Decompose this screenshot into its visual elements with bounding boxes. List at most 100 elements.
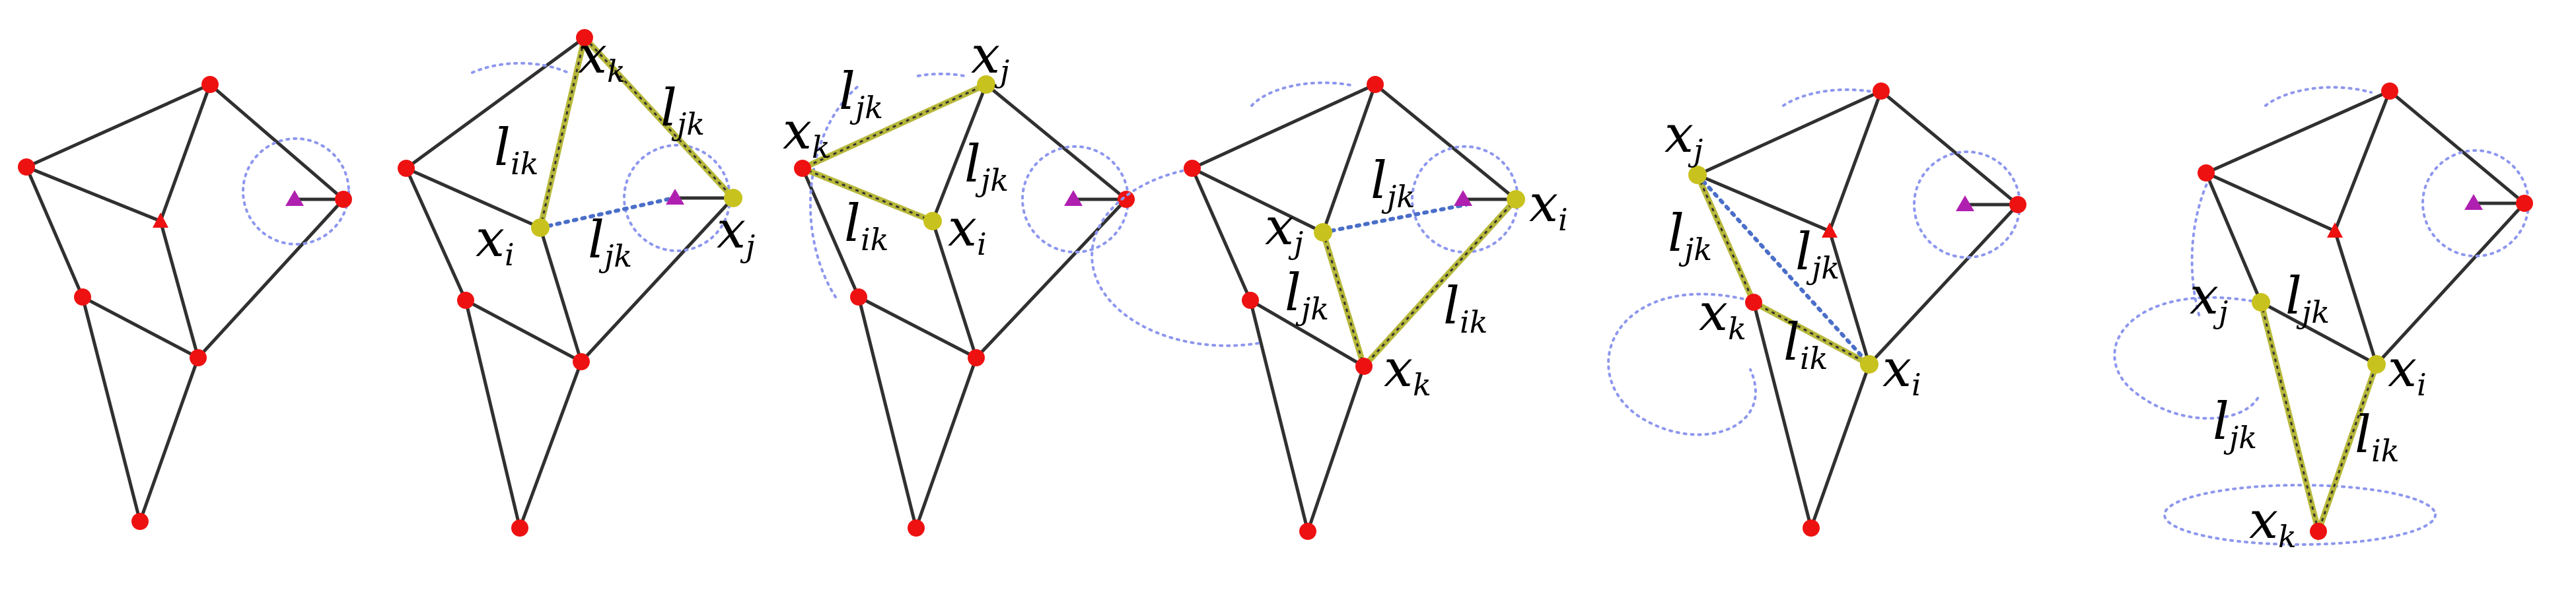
node-label: xk xyxy=(1699,283,1746,347)
node xyxy=(2009,196,2026,213)
node xyxy=(1367,76,1384,93)
active-node xyxy=(2367,355,2386,374)
node xyxy=(968,349,985,366)
edge-length-label: ljk xyxy=(2213,392,2257,455)
node-label: xi xyxy=(1529,174,1568,238)
panel-1-edges xyxy=(24,83,346,527)
link-line xyxy=(1321,203,1468,234)
panel-2-labels: xk ljk lik xi ljk xj xyxy=(476,26,755,274)
magenta-triangle-marker xyxy=(666,189,684,205)
node xyxy=(1118,191,1135,208)
node xyxy=(190,349,207,366)
panel-2-nodes xyxy=(398,29,742,537)
panel-4-labels: ljk xi xj ljk lik xk xyxy=(1265,151,1568,403)
active-node xyxy=(724,189,742,207)
active-node xyxy=(1314,223,1332,242)
node xyxy=(1242,292,1259,309)
node xyxy=(131,513,149,530)
edge-length-label: lik xyxy=(1783,313,1828,376)
node xyxy=(1803,519,1820,537)
panel-6-nodes xyxy=(2198,83,2533,540)
active-node xyxy=(531,218,550,237)
node-label: xk xyxy=(1384,339,1431,403)
interior-triangle-marker xyxy=(1822,222,1838,238)
link-line xyxy=(1696,173,1871,366)
edge-length-label: lik xyxy=(1443,277,1488,340)
edge-length-label: lik xyxy=(494,118,539,182)
magenta-triangle-marker xyxy=(1064,190,1083,206)
node xyxy=(2198,164,2215,182)
panel-5-nodes xyxy=(1688,83,2026,537)
panel-6-labels: xj ljk xi ljk lik xk xyxy=(2190,267,2427,554)
node-label: xk xyxy=(2249,491,2297,554)
link-line xyxy=(538,196,676,230)
node xyxy=(1873,83,1890,100)
active-node xyxy=(977,75,995,94)
panel-3-nodes xyxy=(794,75,1135,537)
panel-5-labels: xj ljk ljk xk lik xi xyxy=(1664,105,1921,403)
node xyxy=(335,191,352,208)
neighborhood-circle xyxy=(242,137,350,246)
node xyxy=(794,160,811,177)
active-node xyxy=(1860,355,1878,374)
active-node xyxy=(1688,166,1707,184)
node xyxy=(1299,523,1316,540)
node-label: xi xyxy=(476,209,515,273)
panel-1 xyxy=(18,76,352,530)
edge-length-label: lik xyxy=(2355,405,2400,469)
node xyxy=(2381,83,2398,100)
edge-length-label: ljk xyxy=(1795,222,1840,286)
interior-triangle-marker xyxy=(2327,222,2343,238)
node-label: xj xyxy=(971,26,1009,89)
edge-length-label: ljk xyxy=(1371,151,1415,215)
node xyxy=(1745,294,1762,311)
node xyxy=(1184,160,1201,177)
node xyxy=(908,519,925,537)
node-label: xk xyxy=(578,26,626,89)
node xyxy=(850,288,867,306)
node xyxy=(201,76,219,93)
panel-4: ljk xi xj ljk lik xk xyxy=(1091,76,1568,540)
panel-6-edges xyxy=(2203,89,2527,367)
node-label: xi xyxy=(948,199,987,262)
panel-4-nodes xyxy=(1184,76,1525,540)
magenta-triangle-marker xyxy=(1454,190,1472,206)
node-label: xj xyxy=(2190,267,2228,330)
node xyxy=(74,288,91,306)
edge-length-label: ljk xyxy=(588,211,632,274)
node xyxy=(1355,358,1373,375)
panel-6: xj ljk xi ljk lik xk xyxy=(2113,83,2533,554)
interior-triangle-marker xyxy=(153,213,168,228)
edge-length-label: ljk xyxy=(2285,267,2330,330)
panel-5: xj ljk ljk xk lik xi xyxy=(1607,83,2026,537)
panel-3-labels: xj ljk xk ljk lik xi xyxy=(783,26,1009,262)
node xyxy=(2310,523,2327,540)
magenta-triangle-marker xyxy=(285,190,304,206)
node-label: xk xyxy=(783,102,830,165)
node xyxy=(18,158,35,176)
node-label: xj xyxy=(1664,105,1703,168)
panel-3: xj ljk xk ljk lik xi xyxy=(783,26,1135,537)
panel-2: xk ljk lik xi ljk xj xyxy=(398,26,755,537)
node xyxy=(2516,195,2533,212)
magenta-triangle-marker xyxy=(2464,194,2483,210)
node-label: xj xyxy=(717,201,755,264)
edge-length-label: ljk xyxy=(661,79,705,142)
node-label: xi xyxy=(2388,339,2427,403)
node-label: xi xyxy=(1882,339,1921,403)
edge-length-label: lik xyxy=(844,194,889,257)
node xyxy=(576,29,593,46)
edge-length-label: ljk xyxy=(839,62,883,125)
active-node xyxy=(1507,190,1525,209)
edge-length-label: ljk xyxy=(1285,263,1329,327)
edge-length-label: ljk xyxy=(1668,204,1712,267)
active-node xyxy=(923,212,942,230)
active-node xyxy=(2252,293,2270,312)
node-label: xj xyxy=(1265,197,1303,261)
node xyxy=(511,519,528,537)
panel-1-nodes xyxy=(18,76,352,530)
node xyxy=(457,292,474,309)
edge-length-label: ljk xyxy=(964,135,1009,198)
node xyxy=(573,353,590,370)
